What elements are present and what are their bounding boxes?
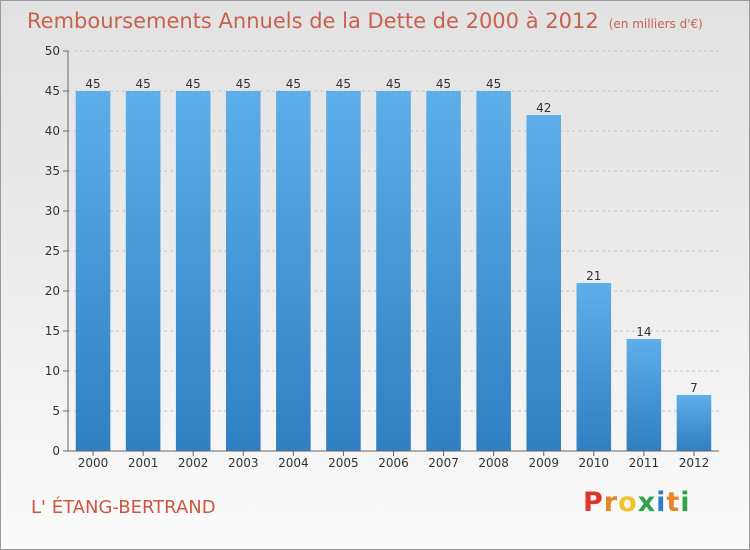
y-tick-label: 40 [45,124,60,138]
logo-letter: r [603,487,619,518]
x-tick-label: 2011 [629,456,660,470]
data-label: 45 [135,77,150,91]
data-label: 45 [186,77,201,91]
bar-2001 [125,91,161,451]
x-tick-label: 2002 [178,456,209,470]
y-tick-label: 30 [45,204,60,218]
bar-layer [75,91,712,451]
y-tick-label: 5 [52,404,60,418]
logo-letter: t [666,487,681,518]
chart-title: Remboursements Annuels de la Dette de 20… [27,9,703,33]
x-tick-label: 2009 [528,456,559,470]
bar-2008 [476,91,511,451]
y-tick-label: 15 [45,324,60,338]
x-tick-label: 2005 [328,456,359,470]
data-label: 45 [386,77,401,91]
x-tick-label: 2007 [428,456,459,470]
logo-letter: P [583,487,604,518]
x-tick-label: 2001 [128,456,159,470]
logo-letter: i [680,487,691,518]
bar-2002 [175,91,211,451]
proxiti-logo[interactable]: Proxiti [583,487,691,518]
commune-name: L' ÉTANG-BERTRAND [31,497,216,518]
bar-2011 [626,339,662,451]
data-label: 45 [236,77,251,91]
data-label: 7 [690,381,698,395]
bar-2009 [526,115,562,451]
x-tick-label: 2003 [228,456,259,470]
x-tick-label: 2010 [579,456,610,470]
logo-letter: i [656,487,667,518]
unit-label: (en milliers d'€) [608,17,703,31]
x-tick-label: 2004 [278,456,309,470]
bar-2000 [75,91,111,451]
data-label: 42 [536,101,551,115]
x-tick-label: 2012 [679,456,710,470]
bar-2012 [676,395,712,451]
y-tick-label: 20 [45,284,60,298]
data-label: 45 [336,77,351,91]
data-label: 45 [85,77,100,91]
data-label: 14 [636,325,651,339]
bar-2010 [576,283,612,451]
y-tick-label: 25 [45,244,60,258]
bar-2003 [225,91,261,451]
y-tick-label: 35 [45,164,60,178]
data-label: 45 [286,77,301,91]
label-layer: 45 45 45 45 45 45 45 45 45 42 21 14 7 [85,77,697,395]
y-tick-label: 45 [45,84,60,98]
data-label: 45 [436,77,451,91]
data-label: 21 [586,269,601,283]
bar-2004 [276,91,311,451]
bar-2006 [376,91,411,451]
bar-2005 [326,91,361,451]
y-tick-label: 50 [45,44,60,58]
x-tick-label: 2000 [78,456,109,470]
bar-2007 [426,91,461,451]
logo-letter: x [637,487,657,518]
y-tick-label: 10 [45,364,60,378]
logo-letter: o [618,487,638,518]
x-tick-label: 2006 [378,456,409,470]
x-tick-label: 2008 [478,456,509,470]
title-text: Remboursements Annuels de la Dette de 20… [27,9,599,33]
y-tick-label: 0 [52,444,60,458]
data-label: 45 [486,77,501,91]
axis-layer: 0 5 10 15 20 25 30 35 40 45 50 2000 2001 2002 2003 2004… [45,44,719,470]
